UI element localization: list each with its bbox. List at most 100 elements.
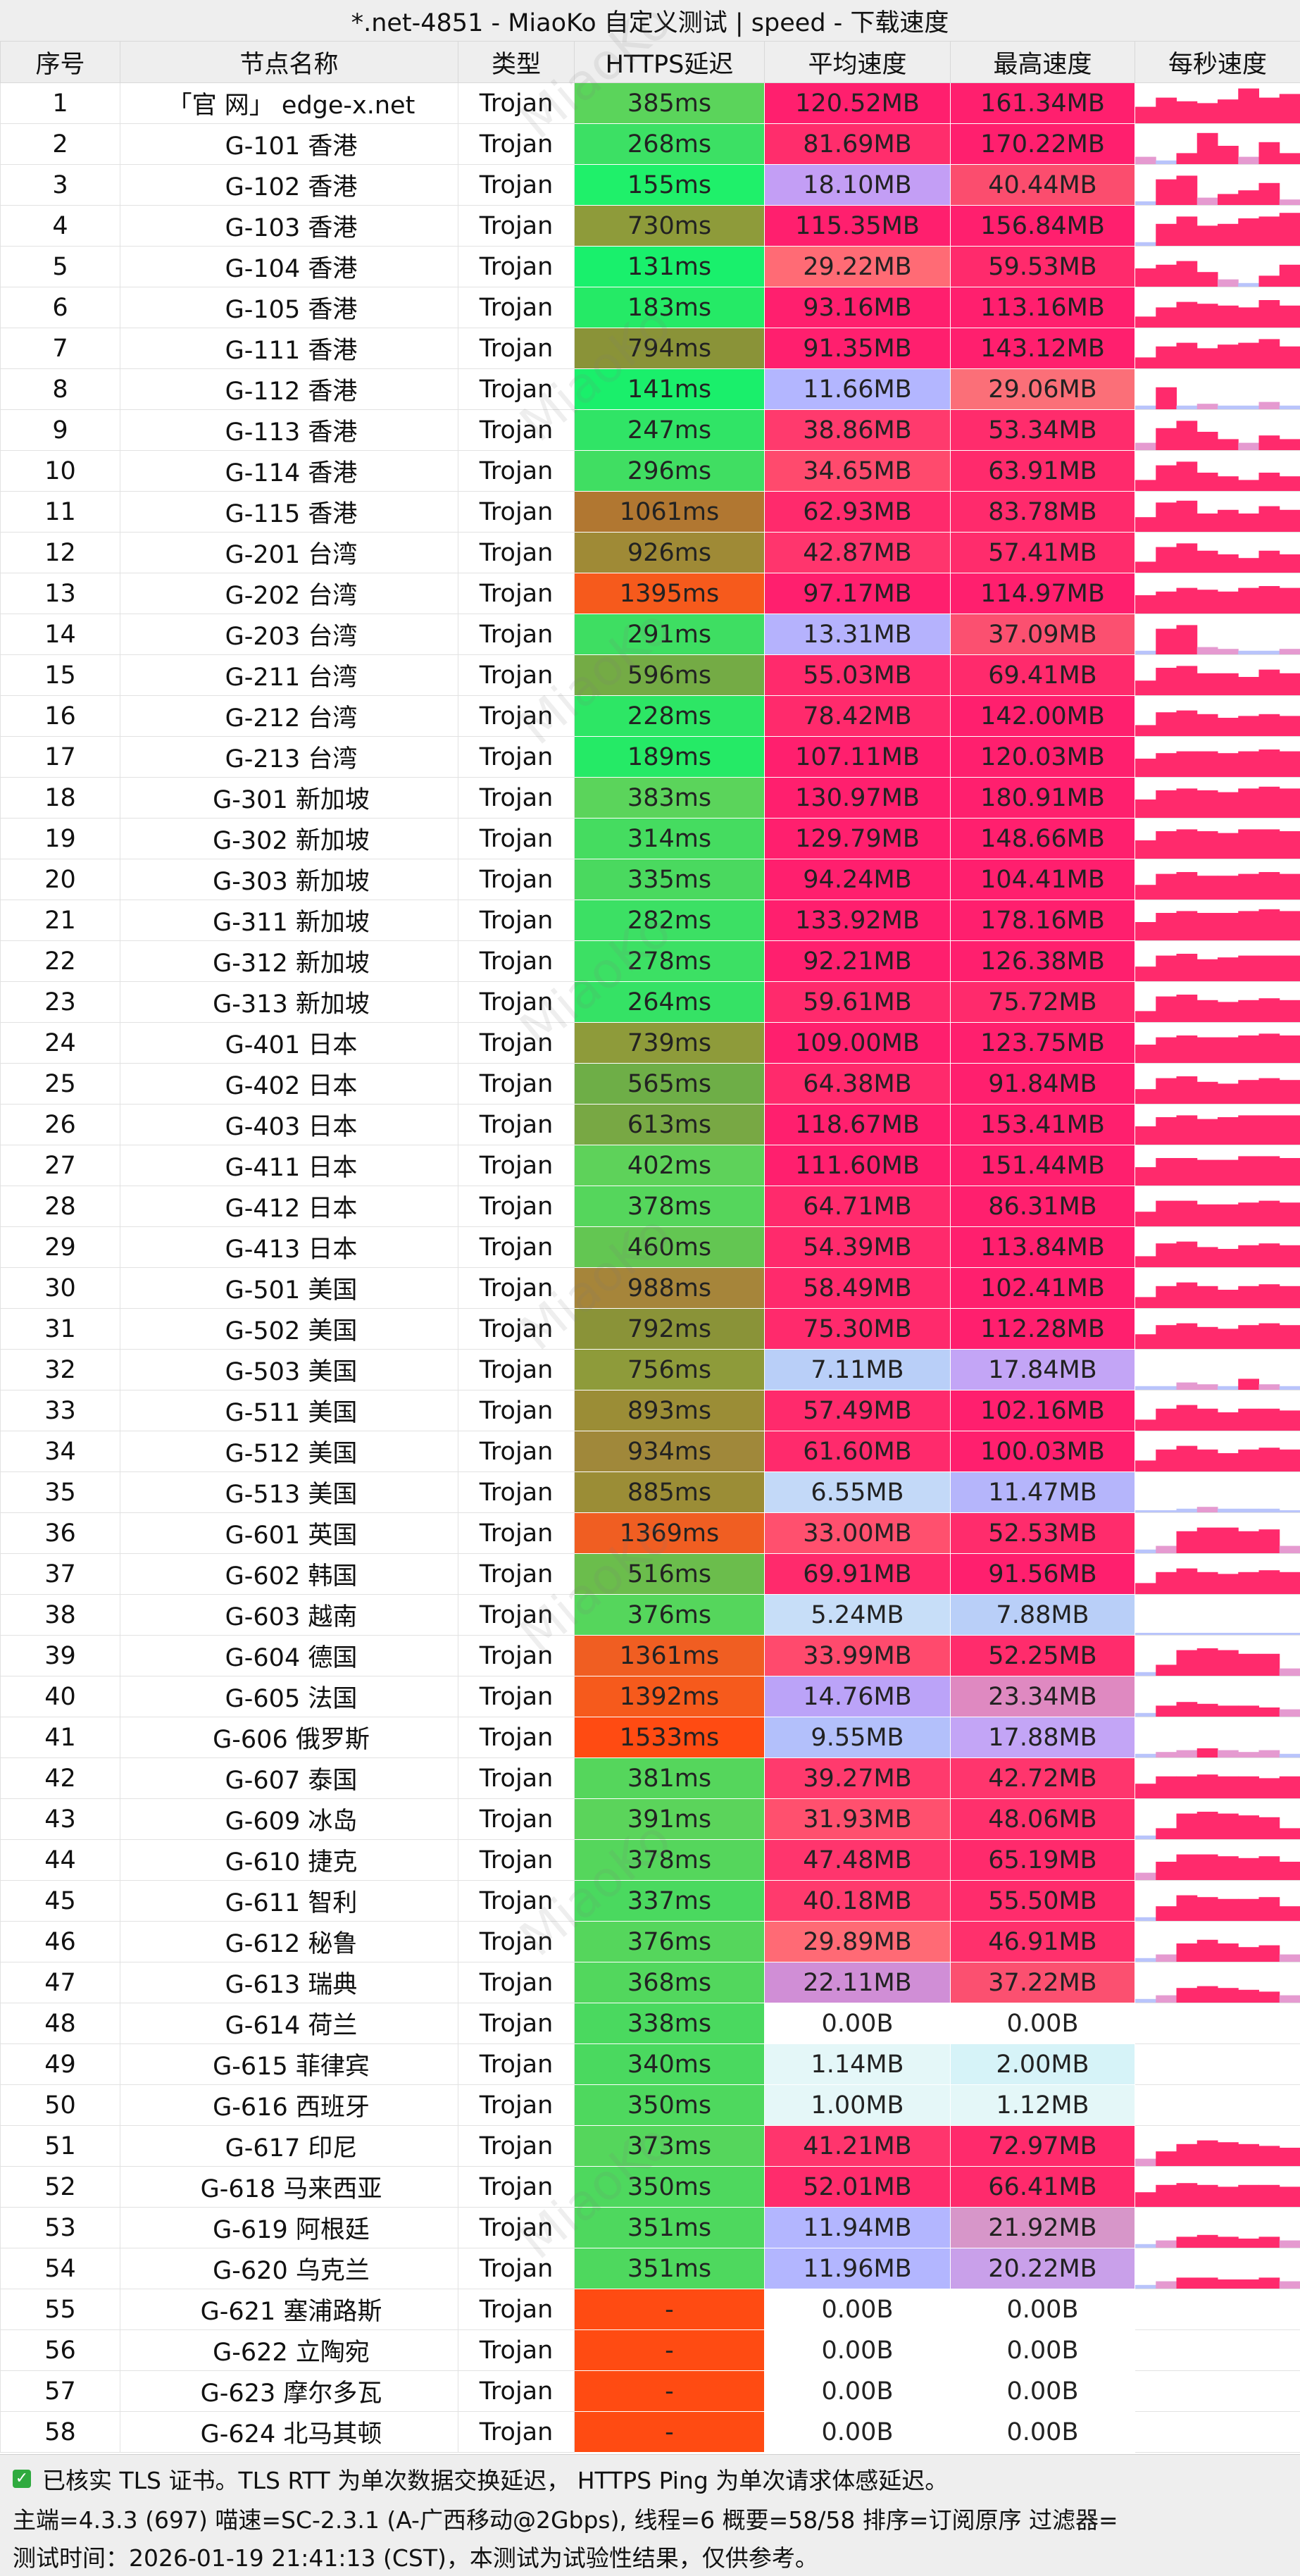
https-latency: 460ms [575,1227,765,1268]
row-index: 10 [1,451,120,492]
node-type: Trojan [458,1227,575,1268]
column-header-type[interactable]: 类型 [458,42,575,83]
sparkline-bar [1135,799,1156,818]
column-header-per-second-speed[interactable]: 每秒速度 [1135,42,1300,83]
sparkline-bar [1218,406,1239,409]
sparkline-bar [1177,1650,1198,1676]
sparkline-bar [1156,428,1177,450]
node-name: G-113 香港 [120,410,458,451]
sparkline-bar [1238,89,1259,123]
row-index: 42 [1,1758,120,1799]
sparkline-bar [1177,2236,1198,2248]
column-header-avg-speed[interactable]: 平均速度 [765,42,951,83]
node-type: Trojan [458,1717,575,1758]
sparkline-bar [1156,1201,1177,1226]
column-header-index[interactable]: 序号 [1,42,120,83]
column-header-node-name[interactable]: 节点名称 [120,42,458,83]
sparkline-bar [1197,1038,1218,1063]
node-type: Trojan [458,778,575,819]
avg-speed: 0.00B [765,2003,951,2044]
sparkline-bar [1238,1858,1259,1880]
sparkline-bar [1280,1546,1300,1553]
sparkline-bar [1197,1327,1218,1349]
row-index: 14 [1,614,120,655]
sparkline-bar [1156,1546,1177,1553]
per-second-speed-sparkline [1135,1105,1300,1145]
sparkline-bar [1238,2185,1259,2207]
sparkline-bar [1135,1672,1156,1676]
column-header-https-latency[interactable]: HTTPS延迟 [575,42,765,83]
max-speed: 153.41MB [951,1105,1135,1145]
sparkline-bar [1259,1324,1280,1349]
node-name: G-202 台湾 [120,573,458,614]
sparkline-bar [1177,1702,1198,1717]
row-index: 4 [1,206,120,247]
column-header-max-speed[interactable]: 最高速度 [951,42,1135,83]
https-latency: 1361ms [575,1636,765,1676]
sparkline-bar [1218,718,1239,736]
https-latency: 378ms [575,1840,765,1881]
sparkline-bar [1177,666,1198,695]
sparkline-bar [1197,1160,1218,1186]
sparkline-bar [1238,2279,1259,2289]
